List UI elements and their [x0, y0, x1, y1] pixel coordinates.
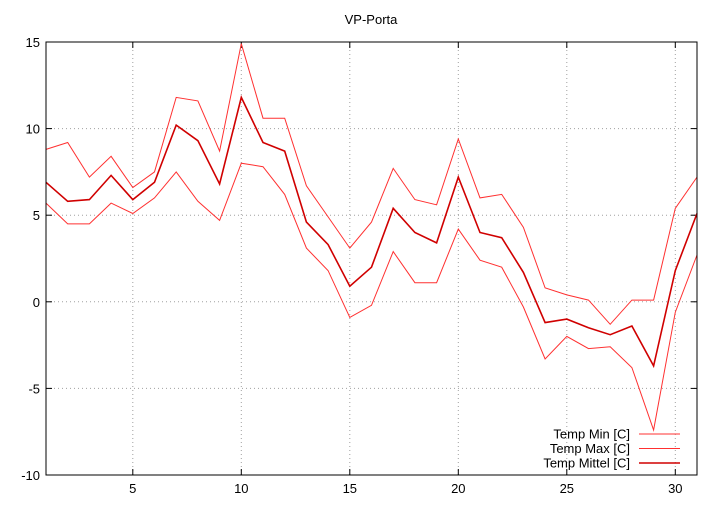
series-line-temp-mittel-c: [45, 95, 698, 369]
x-tick-label: 20: [451, 481, 465, 496]
y-tick-label: 15: [26, 35, 40, 50]
y-tick-label: 10: [26, 122, 40, 137]
y-tick-label: 0: [33, 295, 40, 310]
legend-label: Temp Max [C]: [550, 441, 630, 456]
x-tick-label: 30: [668, 481, 682, 496]
legend-label: Temp Mittel [C]: [543, 456, 630, 471]
plot-frame: [45, 41, 698, 476]
grid: [46, 42, 697, 475]
x-tick-label: 5: [129, 481, 136, 496]
y-tick-label: 5: [33, 208, 40, 223]
y-tick-label: -5: [28, 381, 40, 396]
y-tick-label: -10: [21, 468, 40, 483]
x-tick-label: 10: [234, 481, 248, 496]
chart-title: VP-Porta: [345, 12, 399, 27]
legend: Temp Min [C]Temp Max [C]Temp Mittel [C]: [543, 427, 680, 471]
x-tick-label: 25: [560, 481, 574, 496]
series-lines: [45, 43, 698, 432]
x-tick-label: 15: [343, 481, 357, 496]
legend-label: Temp Min [C]: [553, 427, 630, 442]
series-line-temp-min-c: [45, 162, 698, 432]
series-line-temp-max-c: [45, 43, 698, 326]
